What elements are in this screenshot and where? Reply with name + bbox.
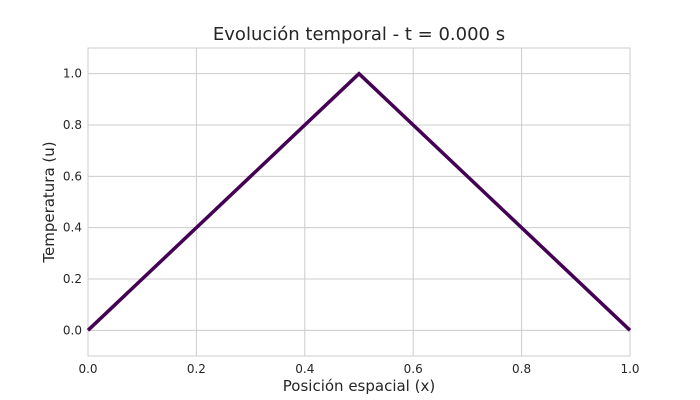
y-axis-label: Temperatura (u) bbox=[40, 141, 58, 263]
plot-frame bbox=[87, 47, 631, 357]
y-tick-labels: 0.0 0.2 0.4 0.6 0.8 1.0 bbox=[63, 67, 82, 338]
y-tick-label: 1.0 bbox=[63, 67, 82, 81]
x-tick-label: 0.0 bbox=[78, 362, 97, 376]
plot-background bbox=[88, 48, 630, 356]
x-tick-label: 0.2 bbox=[187, 362, 206, 376]
series-line bbox=[86, 71, 632, 332]
x-axis-label: Posición espacial (x) bbox=[283, 377, 435, 395]
y-tick-label: 0.2 bbox=[63, 272, 82, 286]
y-tick-label: 0.8 bbox=[63, 118, 82, 132]
x-tick-label: 1.0 bbox=[620, 362, 639, 376]
y-tick-label: 0.4 bbox=[63, 221, 82, 235]
x-tick-label: 0.8 bbox=[512, 362, 531, 376]
chart-title: Evolución temporal - t = 0.000 s bbox=[213, 24, 505, 45]
series-group bbox=[86, 71, 632, 332]
x-tick-label: 0.4 bbox=[295, 362, 314, 376]
y-tick-label: 0.0 bbox=[63, 323, 82, 337]
x-tick-labels: 0.0 0.2 0.4 0.6 0.8 1.0 bbox=[78, 362, 639, 376]
x-tick-label: 0.6 bbox=[404, 362, 423, 376]
y-tick-label: 0.6 bbox=[63, 169, 82, 183]
